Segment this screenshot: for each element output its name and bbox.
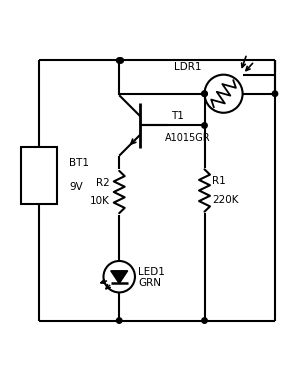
- Text: R1: R1: [212, 176, 226, 186]
- Text: T1: T1: [171, 111, 184, 122]
- Text: 10K: 10K: [90, 196, 110, 206]
- Circle shape: [202, 318, 207, 323]
- Circle shape: [202, 91, 207, 96]
- Polygon shape: [111, 271, 128, 283]
- Circle shape: [116, 58, 122, 63]
- Circle shape: [202, 91, 207, 96]
- Bar: [21, 147, 57, 204]
- Text: LDR1: LDR1: [174, 62, 201, 72]
- Text: A1015GR: A1015GR: [164, 133, 210, 142]
- Text: BT1: BT1: [69, 158, 89, 168]
- Circle shape: [116, 318, 122, 323]
- Text: R2: R2: [96, 178, 110, 188]
- Text: GRN: GRN: [138, 279, 161, 288]
- Text: LED1: LED1: [138, 267, 165, 277]
- Circle shape: [272, 91, 278, 96]
- Circle shape: [202, 123, 207, 128]
- Text: 220K: 220K: [212, 195, 239, 205]
- Text: 9V: 9V: [69, 182, 83, 192]
- Circle shape: [118, 58, 124, 63]
